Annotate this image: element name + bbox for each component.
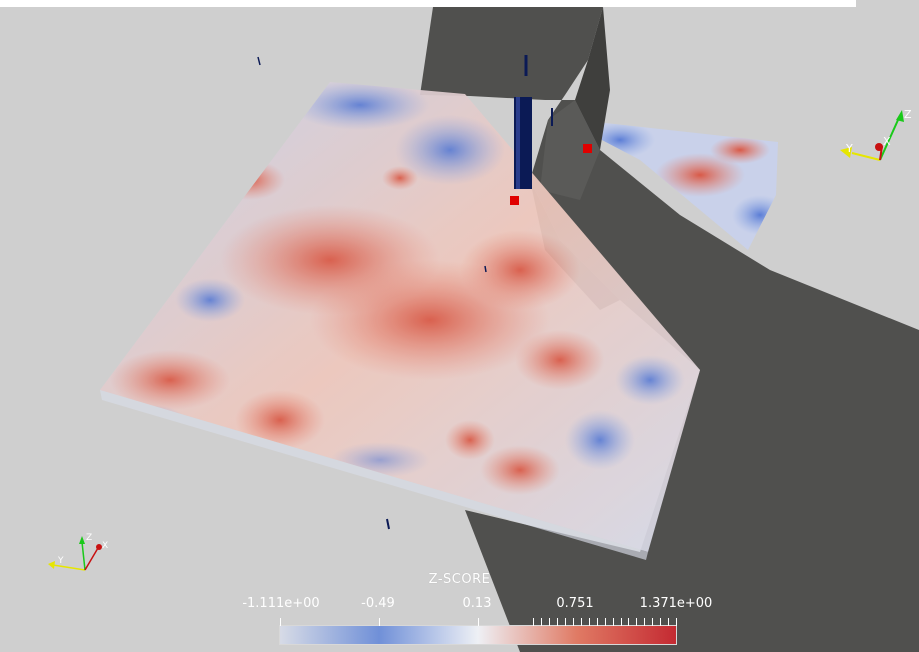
colorbar-tick [478,618,479,626]
axis-z-label: Z [904,108,912,121]
colorbar-tick [580,618,582,626]
marker-point[interactable] [583,144,592,153]
colorbar-tick [652,618,654,626]
top-strip [0,0,856,7]
colorbar-tick [588,618,590,626]
legend-label: 0.751 [556,596,594,611]
colorbar-tick [636,618,638,626]
colorbar-tick [668,618,670,626]
legend-title: Z-SCORE [428,572,491,587]
colorbar-tick [541,618,543,626]
legend-label-min: -1.111e+00 [242,596,320,611]
colorbar-tick [557,618,559,626]
well-probe [257,55,553,530]
colorbar-tick [596,618,598,626]
colorbar-tick [660,618,662,626]
colorbar-tick [533,618,535,626]
legend-label: 0.13 [462,596,492,611]
colorbar-tick [620,618,622,626]
axis-x-label: X [883,135,891,148]
legend-label-max: 1.371e+00 [639,596,713,611]
zscore-slab [100,82,700,560]
orientation-axes-small: Y Z X [48,533,108,571]
colorbar-tick [379,618,380,626]
axis-x-label-small: X [102,541,108,551]
colorbar-ticks [280,618,677,626]
colorbar-tick [676,618,677,626]
colorbar-tick [644,618,646,626]
colorbar-tick [612,618,614,626]
back-slab [560,118,778,250]
axis-z-label-small: Z [86,533,92,543]
colorbar [279,618,677,645]
orientation-axes: Y Z X [840,108,912,161]
axis-y-label: Y [845,142,853,155]
colorbar-tick [628,618,630,626]
colorbar-tick [565,618,567,626]
marker-point[interactable] [510,196,519,205]
colorbar-tick [549,618,551,626]
colorbar-tick [280,618,281,626]
colorbar-tick [573,618,575,626]
legend-label: -0.49 [361,596,395,611]
axis-y-label-small: Y [57,556,64,566]
colorbar-tick [604,618,606,626]
